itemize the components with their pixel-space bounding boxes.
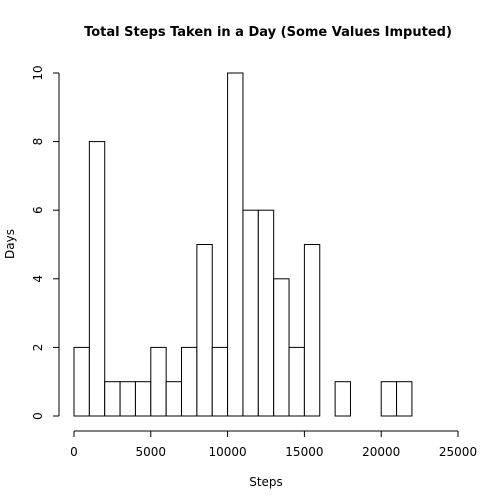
histogram-bar-10 xyxy=(227,72,244,417)
bars-group xyxy=(73,72,413,417)
histogram-bar-9 xyxy=(211,346,229,417)
x-tick-label-2: 10000 xyxy=(209,445,247,459)
histogram-bar-5 xyxy=(150,346,167,417)
x-tick-label-4: 20000 xyxy=(362,445,400,459)
histogram-bar-21 xyxy=(396,381,413,417)
histogram-bar-15 xyxy=(303,244,321,417)
histogram-bar-12 xyxy=(257,209,275,417)
histogram-bar-8 xyxy=(196,244,213,417)
histogram-bar-14 xyxy=(288,346,305,417)
histogram-bar-2 xyxy=(104,381,121,417)
y-tick-label-3: 6 xyxy=(31,206,45,214)
y-axis: 0 2 4 6 8 10 xyxy=(31,65,60,420)
x-tick-label-5: 25000 xyxy=(439,445,477,459)
x-tick-label-3: 15000 xyxy=(285,445,323,459)
histogram-bar-17 xyxy=(334,381,351,417)
histogram-bar-4 xyxy=(134,381,152,417)
x-axis: 0 5000 10000 15000 20000 25000 xyxy=(70,430,477,459)
histogram-bar-6 xyxy=(165,381,183,417)
histogram-bar-1 xyxy=(88,141,106,417)
y-tick-label-1: 2 xyxy=(31,344,45,352)
x-axis-label: Steps xyxy=(249,475,283,489)
histogram-bar-0 xyxy=(73,346,90,417)
y-axis-label: Days xyxy=(3,229,17,259)
y-tick-label-4: 8 xyxy=(31,138,45,146)
y-tick-label-2: 4 xyxy=(31,275,45,283)
y-tick-label-0: 0 xyxy=(31,412,45,420)
x-tick-label-0: 0 xyxy=(70,445,78,459)
histogram-bar-7 xyxy=(181,346,198,417)
x-tick-label-1: 5000 xyxy=(136,445,167,459)
histogram-bar-13 xyxy=(273,278,290,417)
chart-title: Total Steps Taken in a Day (Some Values … xyxy=(84,25,452,40)
histogram-bar-3 xyxy=(119,381,136,417)
histogram-bar-20 xyxy=(380,381,398,417)
histogram-bar-11 xyxy=(242,209,259,417)
y-tick-label-5: 10 xyxy=(31,65,45,80)
